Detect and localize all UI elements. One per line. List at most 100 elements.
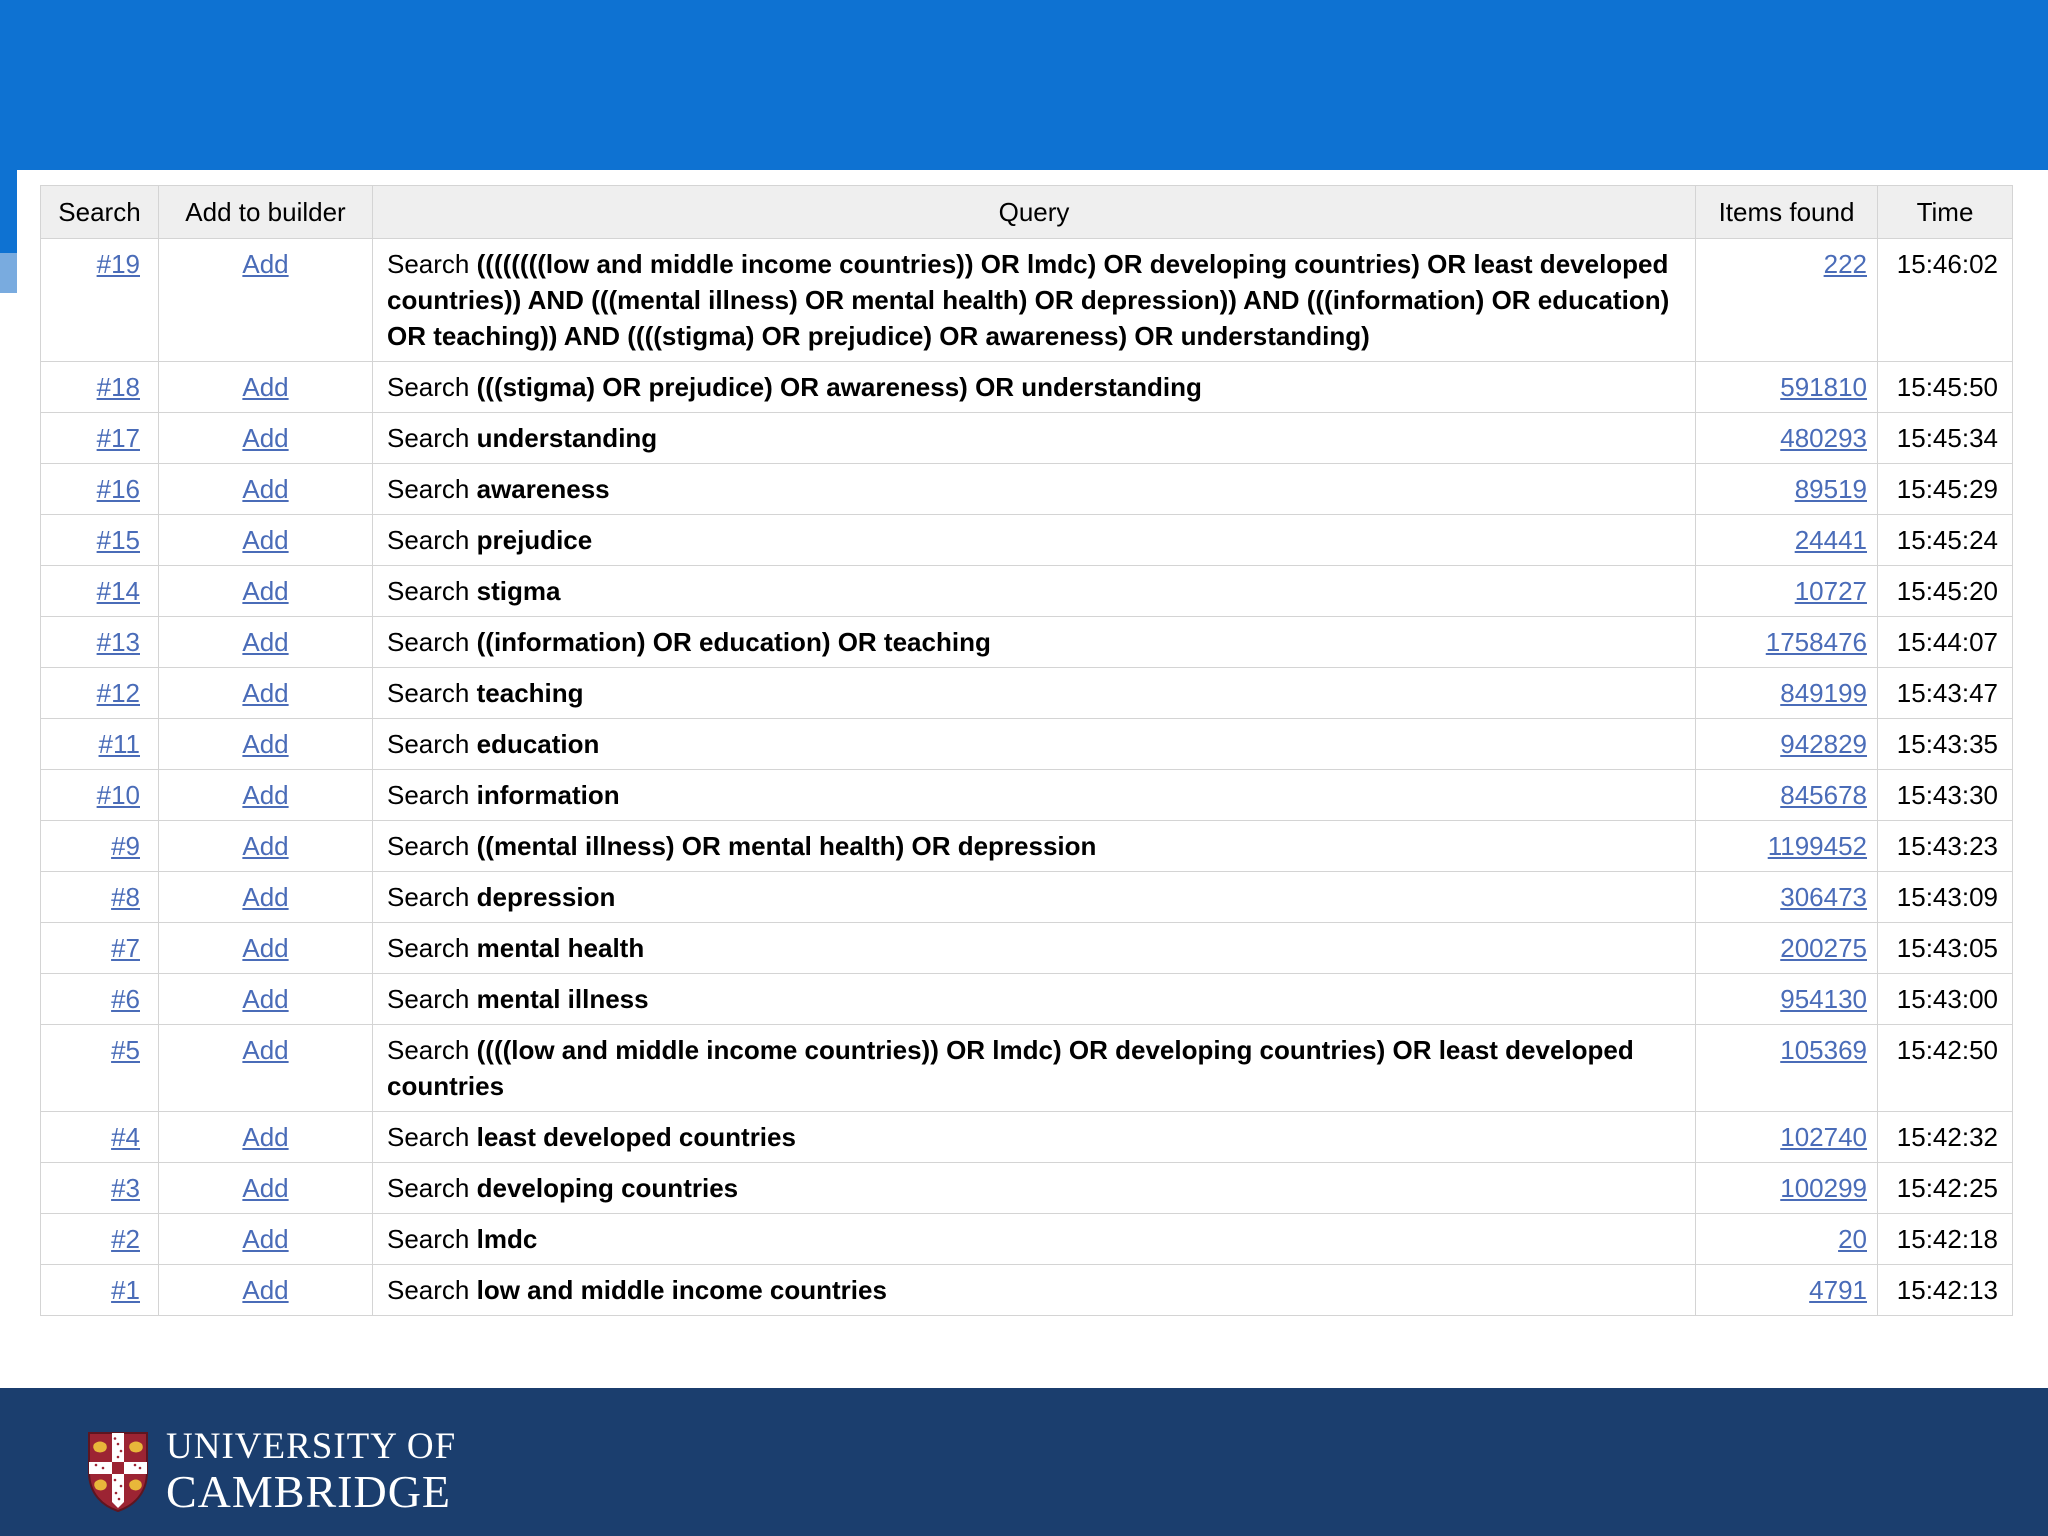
- search-number-link[interactable]: #16: [96, 474, 140, 504]
- table-row: #8 Add Search depression 306473 15:43:09: [40, 871, 2013, 923]
- column-header-time: Time: [1877, 185, 2013, 239]
- add-to-builder-link[interactable]: Add: [242, 933, 289, 963]
- time-value: 15:45:50: [1877, 361, 2013, 413]
- add-to-builder-link[interactable]: Add: [242, 984, 289, 1014]
- search-number-link[interactable]: #13: [96, 627, 140, 657]
- query-prefix: Search: [387, 1035, 470, 1065]
- add-to-builder-link[interactable]: Add: [242, 1224, 289, 1254]
- time-value: 15:43:23: [1877, 820, 2013, 872]
- add-to-builder-link[interactable]: Add: [242, 627, 289, 657]
- search-number-link[interactable]: #6: [111, 984, 140, 1014]
- table-row: #5 Add Search ((((low and middle income …: [40, 1024, 2013, 1112]
- items-found-link[interactable]: 845678: [1780, 780, 1867, 810]
- search-number-link[interactable]: #9: [111, 831, 140, 861]
- add-to-builder-link[interactable]: Add: [242, 372, 289, 402]
- query-text: low and middle income countries: [476, 1275, 887, 1305]
- items-found-link[interactable]: 102740: [1780, 1122, 1867, 1152]
- table-row: #13 Add Search ((information) OR educati…: [40, 616, 2013, 668]
- table-row: #3 Add Search developing countries 10029…: [40, 1162, 2013, 1214]
- time-value: 15:45:20: [1877, 565, 2013, 617]
- time-value: 15:46:02: [1877, 238, 2013, 362]
- search-number-link[interactable]: #2: [111, 1224, 140, 1254]
- add-to-builder-link[interactable]: Add: [242, 576, 289, 606]
- items-found-link[interactable]: 954130: [1780, 984, 1867, 1014]
- items-found-link[interactable]: 1199452: [1767, 831, 1867, 861]
- query-prefix: Search: [387, 984, 470, 1014]
- table-row: #16 Add Search awareness 89519 15:45:29: [40, 463, 2013, 515]
- search-number-link[interactable]: #17: [96, 423, 140, 453]
- query-text: lmdc: [476, 1224, 538, 1254]
- items-found-link[interactable]: 942829: [1780, 729, 1867, 759]
- table-row: #14 Add Search stigma 10727 15:45:20: [40, 565, 2013, 617]
- add-to-builder-link[interactable]: Add: [242, 729, 289, 759]
- query-prefix: Search: [387, 831, 470, 861]
- search-number-link[interactable]: #19: [96, 249, 140, 279]
- search-number-link[interactable]: #1: [111, 1275, 140, 1305]
- add-to-builder-link[interactable]: Add: [242, 1035, 289, 1065]
- add-to-builder-link[interactable]: Add: [242, 678, 289, 708]
- query-prefix: Search: [387, 729, 470, 759]
- logo-text-line2: CAMBRIDGE: [166, 1466, 452, 1517]
- add-to-builder-link[interactable]: Add: [242, 1173, 289, 1203]
- search-number-link[interactable]: #7: [111, 933, 140, 963]
- search-number-link[interactable]: #11: [98, 729, 140, 759]
- query-prefix: Search: [387, 576, 470, 606]
- cambridge-shield-icon: [88, 1431, 148, 1512]
- query-text: ((((low and middle income countries)) OR…: [387, 1035, 1634, 1101]
- query-text: awareness: [476, 474, 610, 504]
- items-found-link[interactable]: 20: [1838, 1224, 1867, 1254]
- query-text: understanding: [476, 423, 658, 453]
- items-found-link[interactable]: 306473: [1780, 882, 1867, 912]
- items-found-link[interactable]: 10727: [1794, 576, 1867, 606]
- time-value: 15:43:35: [1877, 718, 2013, 770]
- column-header-search: Search: [40, 185, 159, 239]
- table-row: #6 Add Search mental illness 954130 15:4…: [40, 973, 2013, 1025]
- table-row: #18 Add Search (((stigma) OR prejudice) …: [40, 361, 2013, 413]
- search-number-link[interactable]: #15: [96, 525, 140, 555]
- time-value: 15:42:13: [1877, 1264, 2013, 1316]
- search-number-link[interactable]: #8: [111, 882, 140, 912]
- search-number-link[interactable]: #5: [111, 1035, 140, 1065]
- search-number-link[interactable]: #18: [96, 372, 140, 402]
- query-prefix: Search: [387, 627, 470, 657]
- time-value: 15:43:47: [1877, 667, 2013, 719]
- items-found-link[interactable]: 1758476: [1765, 627, 1867, 657]
- query-text: information: [476, 780, 620, 810]
- search-number-link[interactable]: #10: [96, 780, 140, 810]
- search-number-link[interactable]: #4: [111, 1122, 140, 1152]
- time-value: 15:43:30: [1877, 769, 2013, 821]
- query-text: depression: [476, 882, 616, 912]
- add-to-builder-link[interactable]: Add: [242, 1122, 289, 1152]
- search-number-link[interactable]: #3: [111, 1173, 140, 1203]
- time-value: 15:45:29: [1877, 463, 2013, 515]
- items-found-link[interactable]: 480293: [1780, 423, 1867, 453]
- items-found-link[interactable]: 89519: [1794, 474, 1867, 504]
- add-to-builder-link[interactable]: Add: [242, 474, 289, 504]
- query-text: education: [476, 729, 600, 759]
- table-row: #19 Add Search ((((((((low and middle in…: [40, 238, 2013, 362]
- items-found-link[interactable]: 105369: [1780, 1035, 1867, 1065]
- table-row: #2 Add Search lmdc 20 15:42:18: [40, 1213, 2013, 1265]
- time-value: 15:43:00: [1877, 973, 2013, 1025]
- items-found-link[interactable]: 849199: [1780, 678, 1867, 708]
- query-prefix: Search: [387, 1224, 470, 1254]
- items-found-link[interactable]: 591810: [1780, 372, 1867, 402]
- add-to-builder-link[interactable]: Add: [242, 882, 289, 912]
- add-to-builder-link[interactable]: Add: [242, 249, 289, 279]
- add-to-builder-link[interactable]: Add: [242, 525, 289, 555]
- search-number-link[interactable]: #12: [96, 678, 140, 708]
- search-number-link[interactable]: #14: [96, 576, 140, 606]
- items-found-link[interactable]: 100299: [1780, 1173, 1867, 1203]
- table-row: #9 Add Search ((mental illness) OR menta…: [40, 820, 2013, 872]
- add-to-builder-link[interactable]: Add: [242, 780, 289, 810]
- items-found-link[interactable]: 222: [1823, 249, 1867, 279]
- items-found-link[interactable]: 24441: [1794, 525, 1867, 555]
- add-to-builder-link[interactable]: Add: [242, 423, 289, 453]
- items-found-link[interactable]: 4791: [1809, 1275, 1867, 1305]
- query-text: ((mental illness) OR mental health) OR d…: [476, 831, 1097, 861]
- time-value: 15:45:24: [1877, 514, 2013, 566]
- items-found-link[interactable]: 200275: [1780, 933, 1867, 963]
- add-to-builder-link[interactable]: Add: [242, 831, 289, 861]
- add-to-builder-link[interactable]: Add: [242, 1275, 289, 1305]
- query-prefix: Search: [387, 474, 470, 504]
